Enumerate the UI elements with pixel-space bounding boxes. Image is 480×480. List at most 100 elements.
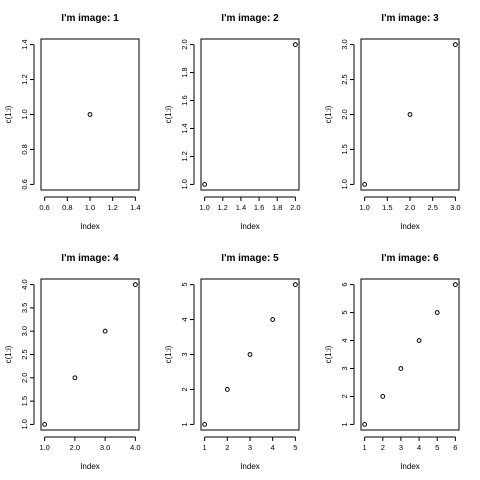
- x-tick-label-3-1: 1.5: [382, 203, 392, 212]
- x-tick-label-6-2: 3: [399, 443, 403, 452]
- x-axis-label-1: Index: [80, 222, 100, 231]
- x-tick-label-3-4: 3.0: [450, 203, 460, 212]
- panel-2: I'm image: 2 1.0 1.2 1.4 1.6 1.8 2.0 1.0 1.2 1.4 1…: [164, 13, 301, 231]
- x-axis-label-2: Index: [240, 222, 260, 231]
- y-tick-label-1-0: 0.6: [20, 179, 29, 189]
- data-point-6-5: [434, 310, 440, 315]
- x-tick-label-1-0: 0.6: [39, 203, 49, 212]
- data-point-4-3: [102, 328, 108, 334]
- y-tick-label-6-0: 1: [340, 422, 349, 426]
- x-tick-label-6-3: 4: [417, 443, 421, 452]
- plot-frame-1: [40, 38, 140, 191]
- x-tick-label-6-5: 6: [453, 443, 457, 452]
- x-tick-label-4-3: 4.0: [130, 443, 140, 452]
- x-tick-label-6-4: 5: [435, 443, 439, 452]
- x-tick-label-3-0: 1.0: [359, 203, 369, 212]
- y-tick-label-4-1: 1.5: [20, 396, 29, 406]
- y-tick-label-4-4: 3.0: [20, 326, 29, 336]
- data-point-5-5: [292, 282, 298, 287]
- y-tick-label-5-3: 4: [180, 317, 189, 321]
- x-tick-label-3-2: 2.0: [405, 203, 415, 212]
- data-point-3-3: [452, 42, 458, 47]
- data-point-4-4: [132, 282, 138, 287]
- y-tick-label-3-4: 3.0: [340, 39, 349, 49]
- y-tick-label-3-3: 2.5: [340, 74, 349, 84]
- x-axis-label-3: Index: [400, 222, 420, 231]
- panel-1: I'm image: 1 0.6 0.8 1.0 1.2 1.4 0.6 0.8 1.0 1.2 1…: [4, 13, 141, 231]
- data-point-5-2: [224, 387, 230, 392]
- y-tick-label-4-3: 2.5: [20, 349, 29, 359]
- y-tick-label-1-4: 1.4: [20, 39, 29, 49]
- y-tick-label-6-4: 5: [340, 310, 349, 314]
- data-point-4-2: [72, 375, 78, 381]
- plot-title-2: I'm image: 2: [221, 13, 279, 24]
- x-tick-label-5-3: 4: [271, 443, 275, 452]
- x-tick-label-2-3: 1.6: [254, 203, 264, 212]
- x-tick-label-4-2: 3.0: [100, 443, 110, 452]
- y-tick-label-6-5: 6: [340, 283, 349, 287]
- x-tick-label-5-4: 5: [293, 443, 297, 452]
- panel-6: I'm image: 6 1 2 3 4 5 6 1 2 3 4 5 6 Index c(1:i): [324, 253, 460, 471]
- data-point-3-1: [362, 182, 368, 187]
- y-tick-label-4-2: 2.0: [20, 373, 29, 383]
- data-point-5-1: [202, 422, 208, 427]
- y-tick-label-4-0: 1.0: [20, 419, 29, 429]
- x-tick-label-2-5: 2.0: [290, 203, 300, 212]
- plot-frame-2: [200, 38, 300, 191]
- x-tick-label-2-2: 1.4: [236, 203, 246, 212]
- data-point-2-1: [202, 182, 208, 187]
- x-tick-label-2-1: 1.2: [218, 203, 228, 212]
- x-tick-label-2-0: 1.0: [199, 203, 209, 212]
- data-point-6-3: [398, 366, 404, 371]
- x-tick-label-6-1: 2: [381, 443, 385, 452]
- data-point-6-4: [416, 338, 422, 343]
- data-point-1-1: [87, 112, 93, 117]
- x-tick-label-4-0: 1.0: [39, 443, 49, 452]
- y-tick-label-2-5: 2.0: [180, 39, 189, 49]
- x-tick-label-1-1: 0.8: [62, 203, 72, 212]
- data-point-2-2: [292, 42, 298, 47]
- data-point-3-2: [407, 112, 413, 117]
- data-point-4-1: [42, 422, 48, 427]
- x-tick-label-1-3: 1.2: [107, 203, 117, 212]
- y-tick-label-1-1: 0.8: [20, 144, 29, 154]
- y-axis-label-2: c(1:i): [164, 105, 173, 123]
- y-axis-label-6: c(1:i): [324, 345, 333, 363]
- plot-title-6: I'm image: 6: [381, 253, 439, 264]
- plot-frame-6: [360, 278, 460, 431]
- x-axis-label-5: Index: [240, 462, 260, 471]
- panel-5: I'm image: 5 1 2 3 4 5 1 2 3 4 5 Index c(1:i): [164, 253, 300, 471]
- x-tick-label-2-4: 1.8: [272, 203, 282, 212]
- y-tick-label-6-1: 2: [340, 394, 349, 398]
- panel-3: I'm image: 3 1.0 1.5 2.0 2.5 3.0 1.0 1.5 2.0 2.5 3…: [324, 13, 461, 231]
- y-tick-label-2-3: 1.6: [180, 95, 189, 105]
- y-tick-label-4-5: 3.5: [20, 303, 29, 313]
- y-tick-label-2-1: 1.2: [180, 151, 189, 161]
- x-tick-label-3-3: 2.5: [427, 203, 437, 212]
- y-tick-label-2-0: 1.0: [180, 179, 189, 189]
- data-point-6-6: [452, 282, 458, 287]
- plot-title-5: I'm image: 5: [221, 253, 279, 264]
- x-tick-label-1-2: 1.0: [85, 203, 95, 212]
- plot-title-4: I'm image: 4: [61, 253, 119, 264]
- y-tick-label-1-2: 1.0: [20, 109, 29, 119]
- y-tick-label-1-3: 1.2: [20, 74, 29, 84]
- data-point-5-4: [270, 317, 276, 322]
- y-tick-label-6-2: 3: [340, 366, 349, 370]
- plot-frame-5: [200, 278, 300, 431]
- x-tick-label-1-4: 1.4: [130, 203, 140, 212]
- y-tick-label-5-0: 1: [180, 422, 189, 426]
- plot-frame-4: [40, 278, 140, 431]
- x-tick-label-5-1: 2: [225, 443, 229, 452]
- y-tick-label-3-1: 1.5: [340, 144, 349, 154]
- panel-4: I'm image: 4 1.0 2.0 3.0 4.0 1.0 1.5 2.0 2.5 3.0 3…: [4, 253, 141, 471]
- y-tick-label-4-6: 4.0: [20, 279, 29, 289]
- x-axis-label-6: Index: [400, 462, 420, 471]
- y-tick-label-5-1: 2: [180, 387, 189, 391]
- y-tick-label-5-2: 3: [180, 352, 189, 356]
- x-tick-label-4-1: 2.0: [70, 443, 80, 452]
- y-axis-label-4: c(1:i): [4, 345, 13, 363]
- y-tick-label-3-0: 1.0: [340, 179, 349, 189]
- data-point-5-3: [247, 352, 253, 357]
